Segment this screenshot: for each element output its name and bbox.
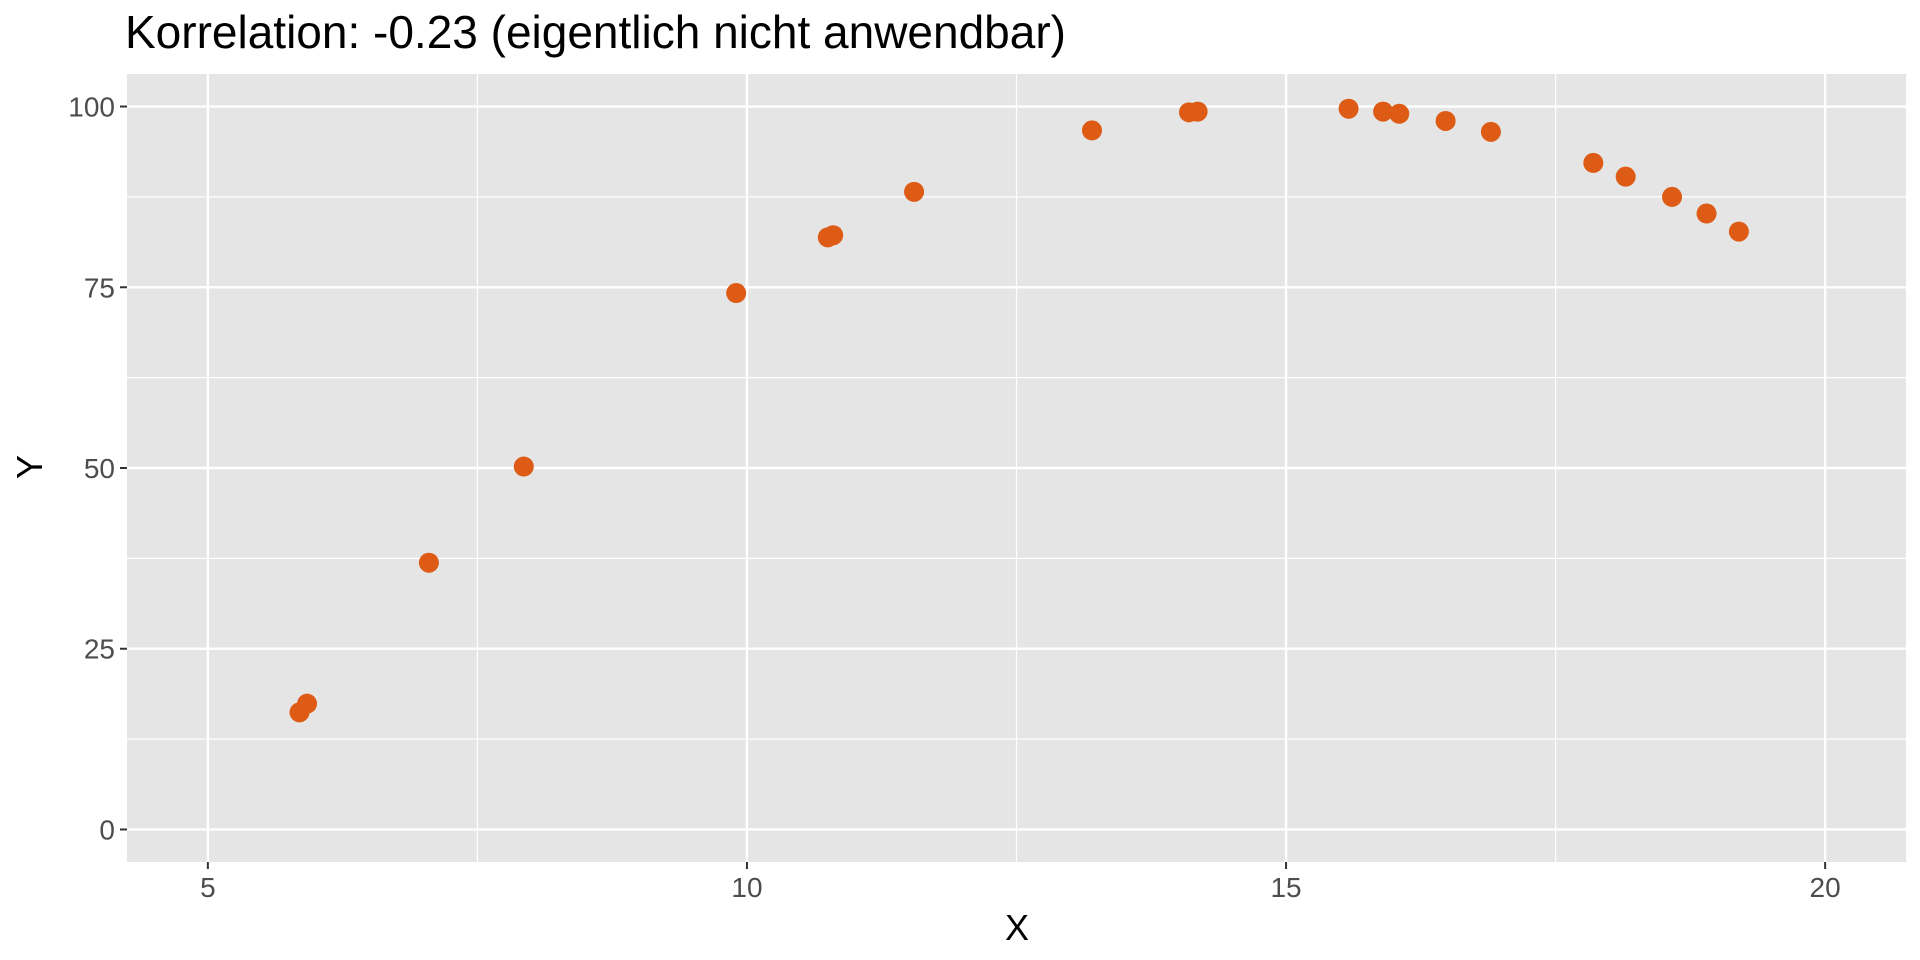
data-point: [1583, 152, 1604, 173]
data-point: [513, 456, 534, 477]
y-tick-label: 100: [68, 92, 115, 123]
y-tick-label: 25: [84, 634, 115, 665]
data-point: [1480, 121, 1501, 142]
x-tick-label: 5: [200, 872, 216, 903]
x-tick-label: 15: [1270, 872, 1301, 903]
data-point: [297, 693, 318, 714]
y-tick-label: 50: [84, 453, 115, 484]
y-tick-label: 0: [99, 814, 115, 845]
data-point: [1728, 221, 1749, 242]
data-point: [418, 552, 439, 573]
y-axis: 0 25 50 75 100: [68, 92, 127, 845]
major-gridlines: [127, 74, 1906, 862]
x-axis: 5 10 15 20: [200, 862, 1841, 903]
x-tick-label: 10: [731, 872, 762, 903]
data-point: [1435, 110, 1456, 131]
x-axis-title: X: [1005, 907, 1029, 948]
data-point: [1338, 98, 1359, 119]
data-point: [1615, 166, 1636, 187]
data-point: [1389, 103, 1410, 124]
data-points: [289, 98, 1749, 723]
x-tick-label: 20: [1810, 872, 1841, 903]
data-point: [1662, 186, 1683, 207]
data-point: [1373, 101, 1394, 122]
data-point: [1696, 203, 1717, 224]
data-point: [1187, 101, 1208, 122]
chart-title: Korrelation: -0.23 (eigentlich nicht anw…: [125, 6, 1066, 58]
data-point: [904, 181, 925, 202]
y-tick-label: 75: [84, 272, 115, 303]
data-point: [1081, 120, 1102, 141]
data-point: [823, 225, 844, 246]
data-point: [726, 283, 747, 304]
y-axis-title: Y: [9, 455, 50, 479]
